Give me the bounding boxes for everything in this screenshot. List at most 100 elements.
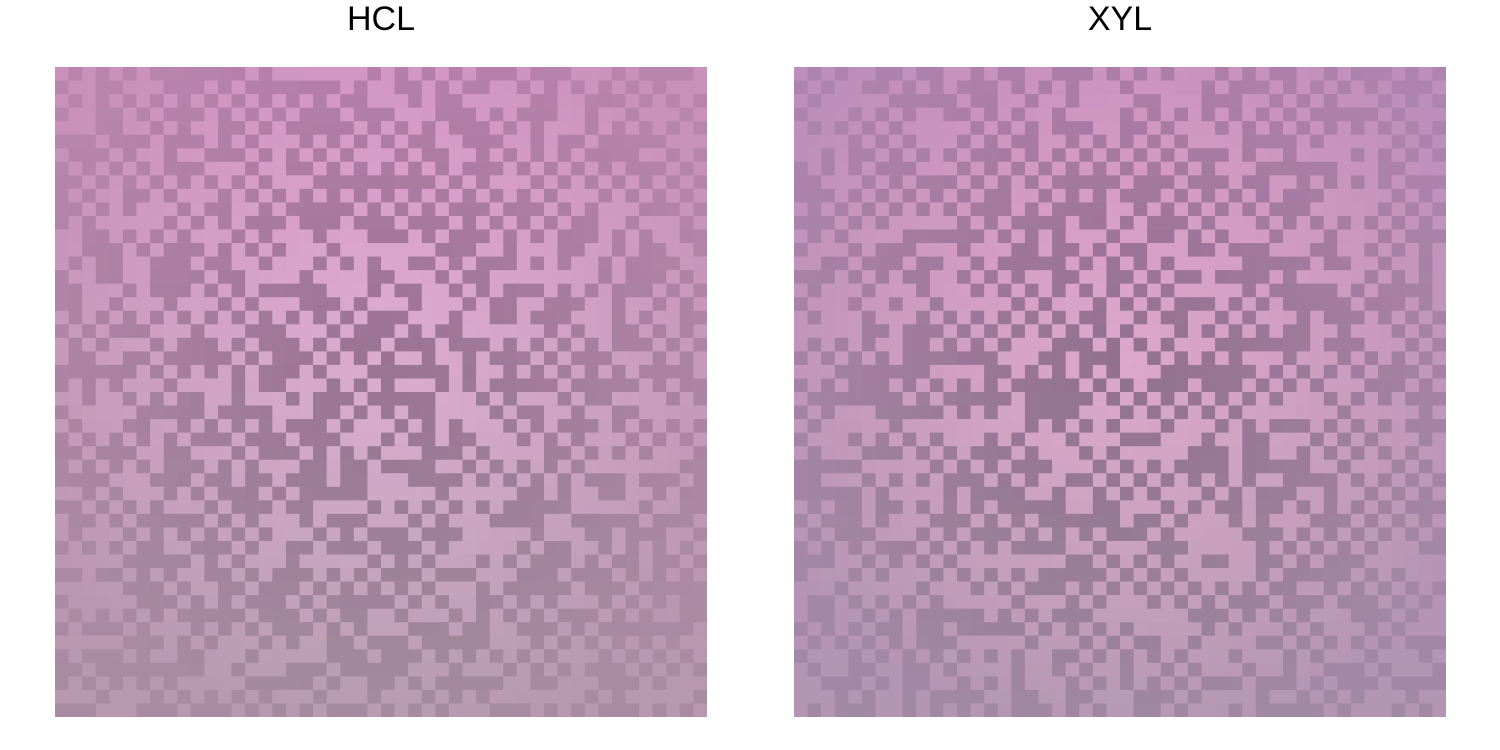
mosaic-cell [476, 433, 490, 447]
mosaic-cell [245, 338, 259, 352]
mosaic-cell [191, 419, 205, 433]
mosaic-cell [957, 230, 971, 244]
mosaic-cell [835, 67, 849, 81]
mosaic-cell [1106, 148, 1120, 162]
mosaic-cell [1283, 527, 1297, 541]
mosaic-cell [137, 243, 151, 257]
mosaic-cell [218, 514, 232, 528]
mosaic-cell [177, 555, 191, 569]
mosaic-cell [971, 230, 985, 244]
mosaic-cell [916, 663, 930, 677]
mosaic-cell [808, 338, 822, 352]
mosaic-cell [1174, 378, 1188, 392]
mosaic-cell [1351, 446, 1365, 460]
mosaic-cell [530, 216, 544, 230]
mosaic-cell [435, 67, 449, 81]
mosaic-cell [1134, 94, 1148, 108]
mosaic-cell [1351, 108, 1365, 122]
mosaic-cell [232, 527, 246, 541]
mosaic-cell [1079, 67, 1093, 81]
mosaic-cell [585, 297, 599, 311]
mosaic-cell [449, 690, 463, 704]
mosaic-cell [476, 230, 490, 244]
mosaic-cell [821, 663, 835, 677]
mosaic-cell [286, 703, 300, 717]
mosaic-cell [943, 257, 957, 271]
mosaic-cell [232, 500, 246, 514]
mosaic-cell [354, 175, 368, 189]
mosaic-cell [1419, 663, 1433, 677]
mosaic-cell [259, 108, 273, 122]
mosaic-cell [367, 487, 381, 501]
mosaic-cell [204, 378, 218, 392]
mosaic-cell [1337, 406, 1351, 420]
mosaic-cell [1120, 676, 1134, 690]
mosaic-cell [191, 324, 205, 338]
mosaic-cell [96, 555, 110, 569]
mosaic-cell [626, 392, 640, 406]
mosaic-cell [835, 121, 849, 135]
mosaic-cell [1405, 555, 1419, 569]
mosaic-cell [503, 135, 517, 149]
mosaic-cell [943, 121, 957, 135]
mosaic-cell [503, 419, 517, 433]
mosaic-cell [1106, 663, 1120, 677]
mosaic-cell [463, 595, 477, 609]
mosaic-cell [862, 595, 876, 609]
mosaic-cell [1392, 609, 1406, 623]
mosaic-cell [1405, 175, 1419, 189]
mosaic-cell [1011, 297, 1025, 311]
mosaic-cell [1405, 351, 1419, 365]
mosaic-cell [1242, 378, 1256, 392]
mosaic-cell [503, 433, 517, 447]
mosaic-cell [300, 324, 314, 338]
mosaic-cell [653, 81, 667, 95]
mosaic-cell [476, 473, 490, 487]
mosaic-cell [1283, 189, 1297, 203]
mosaic-cell [218, 406, 232, 420]
mosaic-cell [476, 378, 490, 392]
mosaic-cell [1324, 568, 1338, 582]
mosaic-cell [612, 135, 626, 149]
mosaic-cell [395, 676, 409, 690]
mosaic-cell [82, 406, 96, 420]
mosaic-cell [1432, 311, 1446, 325]
mosaic-cell [612, 338, 626, 352]
mosaic-cell [544, 365, 558, 379]
mosaic-cell [653, 135, 667, 149]
mosaic-cell [96, 649, 110, 663]
mosaic-cell [69, 297, 83, 311]
mosaic-cell [1093, 690, 1107, 704]
mosaic-cell [916, 324, 930, 338]
mosaic-cell [794, 582, 808, 596]
mosaic-cell [1052, 270, 1066, 284]
mosaic-cell [1161, 582, 1175, 596]
mosaic-cell [1188, 148, 1202, 162]
mosaic-cell [340, 243, 354, 257]
mosaic-cell [612, 636, 626, 650]
mosaic-cell [218, 446, 232, 460]
mosaic-cell [821, 202, 835, 216]
mosaic-cell [930, 175, 944, 189]
mosaic-cell [69, 460, 83, 474]
mosaic-cell [1432, 514, 1446, 528]
mosaic-cell [1066, 81, 1080, 95]
mosaic-cell [585, 460, 599, 474]
mosaic-cell [1011, 419, 1025, 433]
mosaic-cell [1256, 365, 1270, 379]
mosaic-cell [96, 365, 110, 379]
mosaic-cell [653, 555, 667, 569]
mosaic-cell [1229, 676, 1243, 690]
mosaic-cell [1161, 568, 1175, 582]
mosaic-cell [1215, 392, 1229, 406]
mosaic-cell [1120, 297, 1134, 311]
mosaic-cell [109, 568, 123, 582]
mosaic-cell [1419, 365, 1433, 379]
mosaic-cell [1405, 257, 1419, 271]
mosaic-cell [930, 202, 944, 216]
mosaic-cell [1283, 351, 1297, 365]
mosaic-cell [1297, 351, 1311, 365]
mosaic-cell [123, 108, 137, 122]
mosaic-cell [998, 162, 1012, 176]
mosaic-cell [1337, 378, 1351, 392]
